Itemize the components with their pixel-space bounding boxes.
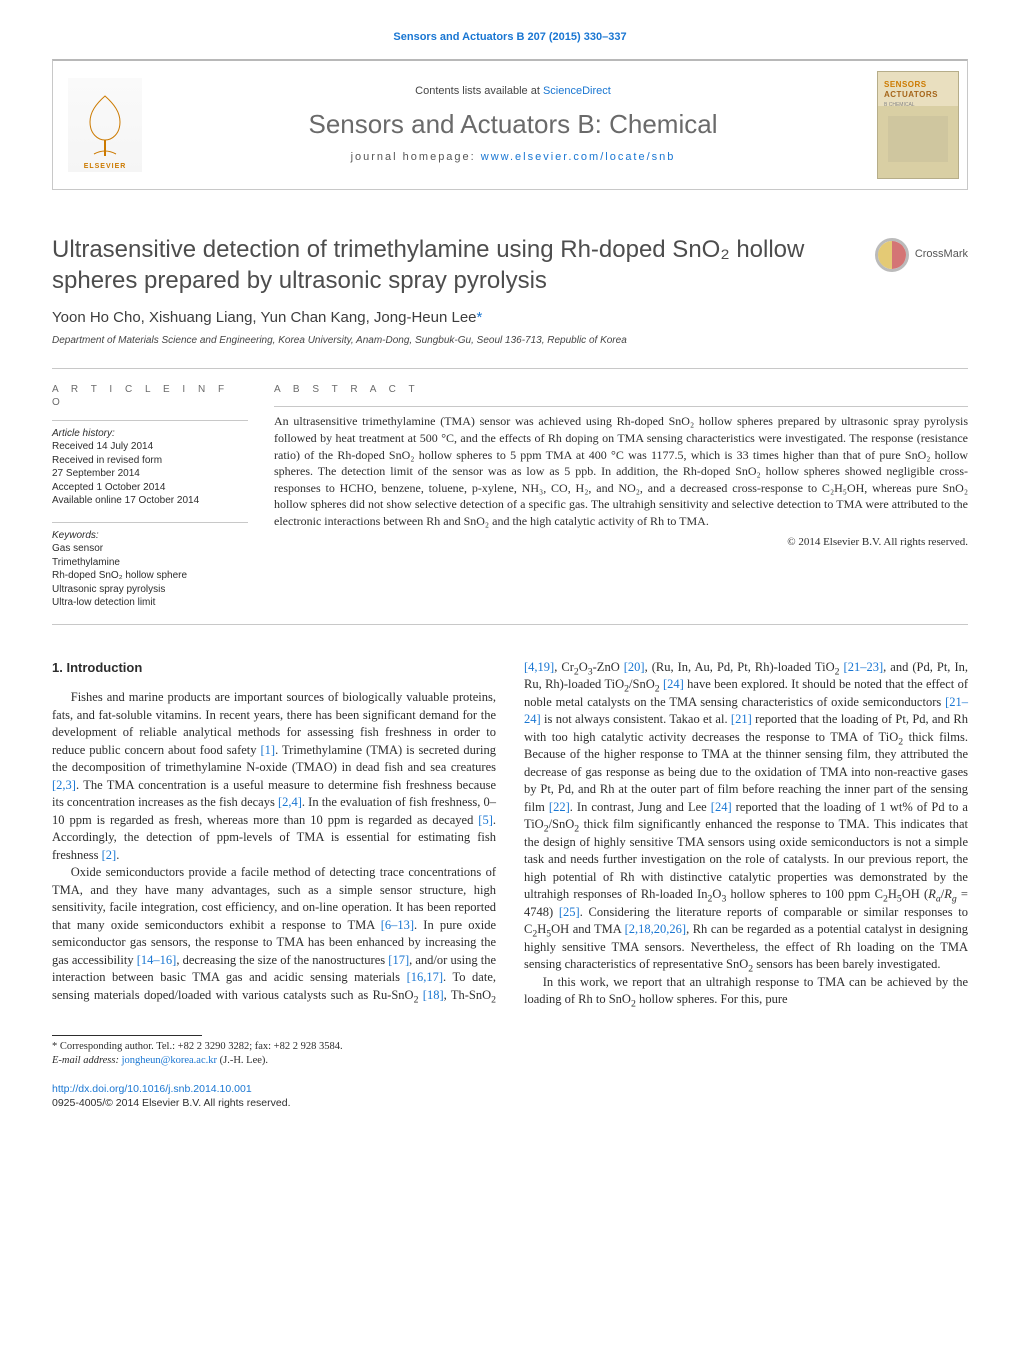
keywords-label: Keywords: xyxy=(52,529,248,543)
revised-line-1: Received in revised form xyxy=(52,454,248,468)
elsevier-tree-icon xyxy=(76,90,134,160)
revised-line-2: 27 September 2014 xyxy=(52,467,248,481)
keyword: Trimethylamine xyxy=(52,556,248,570)
abstract-text: An ultrasensitive trimethylamine (TMA) s… xyxy=(274,413,968,529)
body-columns: 1. Introduction Fishes and marine produc… xyxy=(52,659,968,1009)
journal-title: Sensors and Actuators B: Chemical xyxy=(309,107,718,142)
section-heading-intro: 1. Introduction xyxy=(52,659,496,677)
ref-link[interactable]: [2,3] xyxy=(52,778,76,792)
footnotes: * Corresponding author. Tel.: +82 2 3290… xyxy=(52,1040,968,1068)
email-label: E-mail address: xyxy=(52,1055,122,1066)
cover-image-placeholder xyxy=(888,116,948,162)
title-row: Ultrasensitive detection of trimethylami… xyxy=(52,234,968,296)
cover-box: SENSORS ACTUATORS B CHEMICAL xyxy=(869,61,967,189)
article-info-divider xyxy=(52,420,248,421)
body-paragraph: Fishes and marine products are important… xyxy=(52,689,496,864)
elsevier-logo: ELSEVIER xyxy=(68,78,142,172)
publisher-name: ELSEVIER xyxy=(84,162,127,171)
body-paragraph: In this work, we report that an ultrahig… xyxy=(524,974,968,1009)
ref-link[interactable]: [21] xyxy=(731,712,752,726)
ref-link[interactable]: [24] xyxy=(663,677,684,691)
ref-link[interactable]: [1] xyxy=(261,743,276,757)
online-line: Available online 17 October 2014 xyxy=(52,494,248,508)
contents-prefix: Contents lists available at xyxy=(415,85,543,97)
journal-cover-thumb: SENSORS ACTUATORS B CHEMICAL xyxy=(877,71,959,179)
sciencedirect-link[interactable]: ScienceDirect xyxy=(543,85,611,97)
ref-link[interactable]: [17] xyxy=(388,953,409,967)
ref-link[interactable]: [6–13] xyxy=(381,918,414,932)
ref-link[interactable]: [24] xyxy=(711,800,732,814)
email-line: E-mail address: jongheun@korea.ac.kr (J.… xyxy=(52,1054,968,1068)
crossmark-label: CrossMark xyxy=(915,247,968,262)
keywords-divider xyxy=(52,522,248,523)
contents-line: Contents lists available at ScienceDirec… xyxy=(415,84,611,99)
info-abstract-row: A R T I C L E I N F O Article history: R… xyxy=(52,368,968,625)
article-info-heading: A R T I C L E I N F O xyxy=(52,383,248,410)
ref-link[interactable]: [2] xyxy=(102,848,117,862)
email-address[interactable]: jongheun@korea.ac.kr xyxy=(122,1055,217,1066)
cover-word-actuators: ACTUATORS xyxy=(884,90,938,101)
journal-ref-line: Sensors and Actuators B 207 (2015) 330–3… xyxy=(52,30,968,45)
keyword: Ultra-low detection limit xyxy=(52,596,248,610)
abstract-copyright: © 2014 Elsevier B.V. All rights reserved… xyxy=(274,535,968,550)
homepage-url[interactable]: www.elsevier.com/locate/snb xyxy=(481,151,676,163)
affiliation: Department of Materials Science and Engi… xyxy=(52,334,968,348)
doi-link[interactable]: http://dx.doi.org/10.1016/j.snb.2014.10.… xyxy=(52,1082,968,1096)
article-title: Ultrasensitive detection of trimethylami… xyxy=(52,234,832,296)
footnote-separator xyxy=(52,1035,202,1036)
publisher-logo-box: ELSEVIER xyxy=(53,61,157,189)
abstract-block: A B S T R A C T An ultrasensitive trimet… xyxy=(274,383,968,610)
corresponding-marker: * xyxy=(477,309,483,326)
article-info-block: A R T I C L E I N F O Article history: R… xyxy=(52,383,248,610)
ref-link[interactable]: [5] xyxy=(478,813,493,827)
corresponding-author: * Corresponding author. Tel.: +82 2 3290… xyxy=(52,1040,968,1054)
accepted-line: Accepted 1 October 2014 xyxy=(52,481,248,495)
ref-link[interactable]: [4,19] xyxy=(524,660,554,674)
masthead: ELSEVIER Contents lists available at Sci… xyxy=(52,59,968,189)
ref-link[interactable]: [14–16] xyxy=(137,953,177,967)
ref-link[interactable]: [22] xyxy=(549,800,570,814)
homepage-prefix: journal homepage: xyxy=(351,151,481,163)
doi-block: http://dx.doi.org/10.1016/j.snb.2014.10.… xyxy=(52,1082,968,1110)
ref-link[interactable]: [21–23] xyxy=(844,660,884,674)
keyword: Ultrasonic spray pyrolysis xyxy=(52,583,248,597)
cover-sub: B CHEMICAL xyxy=(884,102,915,109)
issn-copyright: 0925-4005/© 2014 Elsevier B.V. All right… xyxy=(52,1096,968,1110)
homepage-line: journal homepage: www.elsevier.com/locat… xyxy=(351,150,676,165)
crossmark-icon xyxy=(875,238,909,272)
ref-link[interactable]: [25] xyxy=(559,905,580,919)
keyword: Gas sensor xyxy=(52,542,248,556)
abstract-heading: A B S T R A C T xyxy=(274,383,968,397)
masthead-underline xyxy=(52,189,968,190)
authors-names: Yoon Ho Cho, Xishuang Liang, Yun Chan Ka… xyxy=(52,309,477,326)
abstract-divider xyxy=(274,406,968,407)
ref-link[interactable]: [20] xyxy=(624,660,645,674)
email-who: (J.-H. Lee). xyxy=(217,1055,268,1066)
history-label: Article history: xyxy=(52,427,248,441)
ref-link[interactable]: [18] xyxy=(423,988,444,1002)
masthead-center: Contents lists available at ScienceDirec… xyxy=(157,61,869,189)
crossmark-badge[interactable]: CrossMark xyxy=(875,238,968,272)
ref-link[interactable]: [2,18,20,26] xyxy=(625,922,686,936)
authors-line: Yoon Ho Cho, Xishuang Liang, Yun Chan Ka… xyxy=(52,308,968,328)
ref-link[interactable]: [2,4] xyxy=(278,795,302,809)
received-line: Received 14 July 2014 xyxy=(52,440,248,454)
keyword: Rh-doped SnO₂ hollow sphere xyxy=(52,569,248,583)
ref-link[interactable]: [16,17] xyxy=(407,970,443,984)
